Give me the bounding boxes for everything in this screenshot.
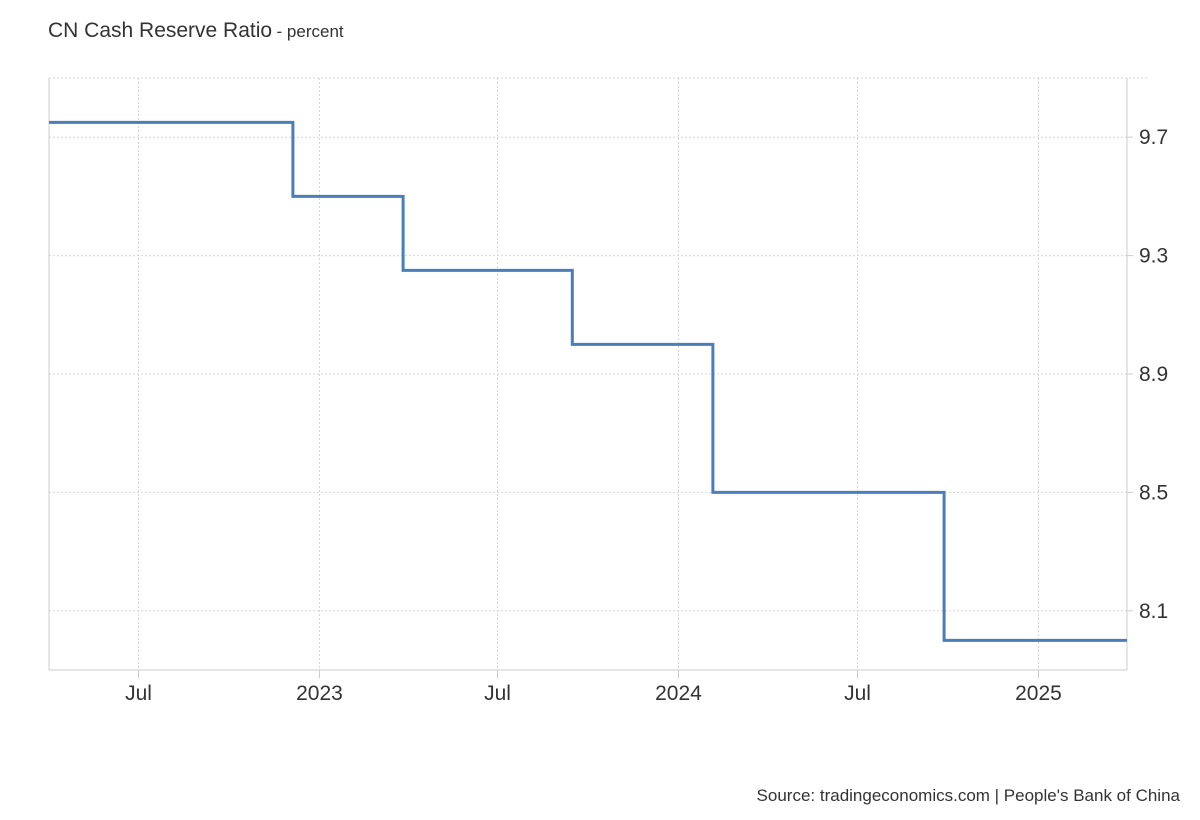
y-tick-label: 9.7	[1139, 126, 1168, 149]
chart-title: CN Cash Reserve Ratio - percent	[48, 19, 344, 43]
source-note: Source: tradingeconomics.com | People's …	[756, 786, 1180, 805]
axis-layer	[48, 78, 1133, 678]
y-tick-label: 8.9	[1139, 363, 1168, 386]
x-tick-label: Jul	[844, 682, 871, 705]
x-tick-label: 2024	[655, 682, 702, 705]
x-tick-label: 2025	[1015, 682, 1062, 705]
grid-layer	[49, 77, 1147, 670]
x-tick-label: 2023	[296, 682, 343, 705]
chart-subtitle: - percent	[276, 22, 344, 41]
x-tick-label: Jul	[484, 682, 511, 705]
label-layer: 9.7 9.3 8.9 8.5 8.1 Jul 2023 Jul 2024 Jul 2025	[125, 126, 1168, 705]
x-tick-label: Jul	[125, 682, 152, 705]
y-tick-label: 8.1	[1139, 600, 1168, 623]
chart-title-main: CN Cash Reserve Ratio	[48, 19, 273, 42]
y-tick-label: 9.3	[1139, 245, 1168, 268]
series-line	[49, 120, 1127, 642]
y-tick-label: 8.5	[1139, 481, 1168, 504]
series-layer	[49, 120, 1127, 642]
